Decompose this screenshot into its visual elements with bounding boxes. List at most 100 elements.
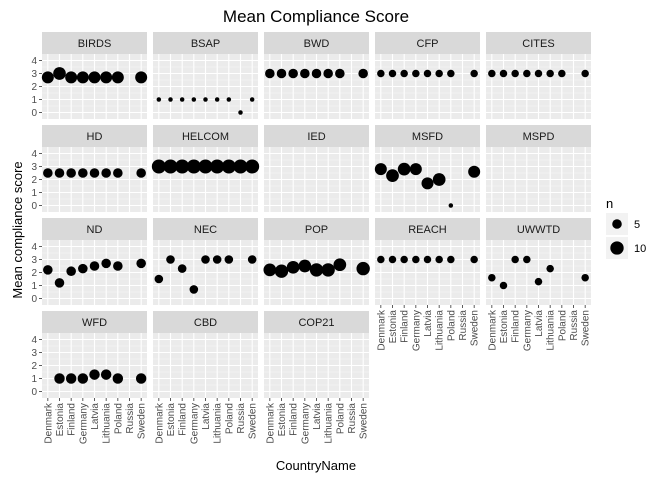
y-tick-label: 2 xyxy=(31,175,37,186)
data-point-nd-latvia xyxy=(89,261,100,271)
facet-strip xyxy=(375,32,480,54)
data-point-nd-germany xyxy=(78,263,88,274)
data-point-reach-estonia xyxy=(388,255,397,264)
facet-panel-uwwtd: UWWTD Denmark Estonia Finland Germany Latvia L… xyxy=(486,218,592,351)
data-point-birds-finland xyxy=(65,71,78,84)
data-point-bwd-poland xyxy=(335,68,345,79)
x-tick-label: Sweden xyxy=(470,310,481,346)
x-tick-label: Lithuania xyxy=(435,310,446,351)
x-tick-label: Latvia xyxy=(423,310,434,337)
data-point-uwwtd-lithuania xyxy=(546,264,554,273)
data-point-uwwtd-latvia xyxy=(534,277,543,286)
y-tick-label: 0 xyxy=(31,387,37,398)
x-tick-label: Latvia xyxy=(312,403,323,430)
y-tick-label: 3 xyxy=(31,69,37,80)
facet-strip xyxy=(264,218,369,240)
facet-panel-helcom: HELCOM xyxy=(151,125,260,212)
data-point-cites-lithuania xyxy=(546,69,554,78)
data-point-pop-germany xyxy=(298,259,312,273)
data-point-cfp-germany xyxy=(412,69,420,78)
x-tick-label: Estonia xyxy=(277,403,288,437)
facet-panel-nd: ND 0 1 2 3 4 xyxy=(31,218,147,305)
x-tick-label: Russia xyxy=(458,310,469,341)
x-tick-label: Russia xyxy=(125,403,136,434)
data-point-wfd-sweden xyxy=(135,373,147,384)
x-tick-label: Estonia xyxy=(166,403,177,437)
facet-panel-cbd: CBD Denmark Estonia Finland Germany Latvia Lit… xyxy=(153,311,259,444)
facet-strip xyxy=(42,32,147,54)
x-tick-label: Poland xyxy=(446,310,457,341)
x-tick-label: Latvia xyxy=(90,403,101,430)
data-point-reach-denmark xyxy=(377,255,385,264)
data-point-cites-finland xyxy=(511,69,519,78)
facet-panel-wfd: WFD 0 1 2 3 4 Denmark Estonia Finland Germany Latv… xyxy=(31,311,148,444)
x-tick-label: Sweden xyxy=(359,403,370,439)
data-point-msfd-germany xyxy=(409,163,422,176)
data-point-wfd-latvia xyxy=(89,369,100,380)
data-point-helcom-poland xyxy=(221,159,236,174)
x-tick-label: Estonia xyxy=(499,310,510,344)
data-point-pop-denmark xyxy=(263,263,277,277)
y-tick-label: 4 xyxy=(31,335,37,346)
y-tick-label: 1 xyxy=(31,95,37,106)
data-point-hd-latvia xyxy=(89,168,100,178)
data-point-wfd-finland xyxy=(65,373,77,384)
data-point-nec-poland xyxy=(224,255,234,264)
x-tick-label: Germany xyxy=(78,403,89,444)
data-point-msfd-poland xyxy=(448,203,454,208)
data-point-helcom-sweden xyxy=(245,159,260,174)
facet-panel-birds: BIRDS 0 1 2 3 4 xyxy=(31,32,148,119)
data-point-helcom-lithuania xyxy=(210,159,225,174)
data-point-cfp-poland xyxy=(447,69,455,78)
data-point-helcom-estonia xyxy=(163,159,178,174)
facet-strip xyxy=(42,311,147,333)
data-point-hd-sweden xyxy=(136,168,146,178)
data-point-uwwtd-sweden xyxy=(581,273,589,282)
data-point-bwd-estonia xyxy=(276,68,287,79)
y-tick-label: 3 xyxy=(31,348,37,359)
x-tick-label: Germany xyxy=(189,403,200,444)
data-point-hd-denmark xyxy=(43,168,53,178)
data-point-bsap-russia xyxy=(238,110,243,115)
data-point-hd-germany xyxy=(78,168,88,178)
data-point-bwd-sweden xyxy=(358,68,368,79)
data-point-uwwtd-germany xyxy=(523,255,531,264)
facet-strip xyxy=(153,125,258,147)
facet-strip-label: BSAP xyxy=(191,38,220,50)
data-point-nd-estonia xyxy=(54,278,65,288)
data-point-cites-denmark xyxy=(488,69,496,78)
x-axis-title: CountryName xyxy=(276,458,356,473)
facet-strip-label: UWWTD xyxy=(517,224,560,236)
x-tick-label: Russia xyxy=(569,310,580,341)
facet-panel-mspd: MSPD xyxy=(486,125,591,212)
data-point-cites-germany xyxy=(523,69,531,78)
data-point-bwd-finland xyxy=(288,68,298,79)
y-tick-label: 0 xyxy=(31,201,37,212)
facet-panel-bwd: BWD xyxy=(264,32,369,119)
data-point-msfd-finland xyxy=(397,162,411,176)
x-tick-label: Sweden xyxy=(248,403,259,439)
facet-strip-label: HELCOM xyxy=(182,131,229,143)
x-tick-label: Latvia xyxy=(201,403,212,430)
facet-strip-label: CBD xyxy=(194,317,217,329)
data-point-bsap-sweden xyxy=(249,97,255,102)
data-point-cites-poland xyxy=(558,69,566,78)
data-point-cites-sweden xyxy=(581,69,589,78)
size-legend: n 5 10 xyxy=(606,196,646,259)
facet-panel-msfd: MSFD xyxy=(374,125,481,212)
facet-strip xyxy=(42,218,147,240)
data-point-nec-denmark xyxy=(154,274,164,284)
data-point-nd-denmark xyxy=(43,265,53,275)
data-point-nd-poland xyxy=(113,261,123,271)
facet-strip-label: CFP xyxy=(417,38,439,50)
data-point-birds-estonia xyxy=(53,67,66,80)
facet-strip xyxy=(264,311,369,333)
x-tick-label: Poland xyxy=(224,403,235,434)
x-tick-label: Denmark xyxy=(43,402,54,444)
x-tick-label: Lithuania xyxy=(546,310,557,351)
data-point-cites-estonia xyxy=(499,69,508,78)
data-point-reach-latvia xyxy=(423,255,432,264)
facet-strip xyxy=(153,32,258,54)
x-tick-label: Denmark xyxy=(376,309,387,351)
